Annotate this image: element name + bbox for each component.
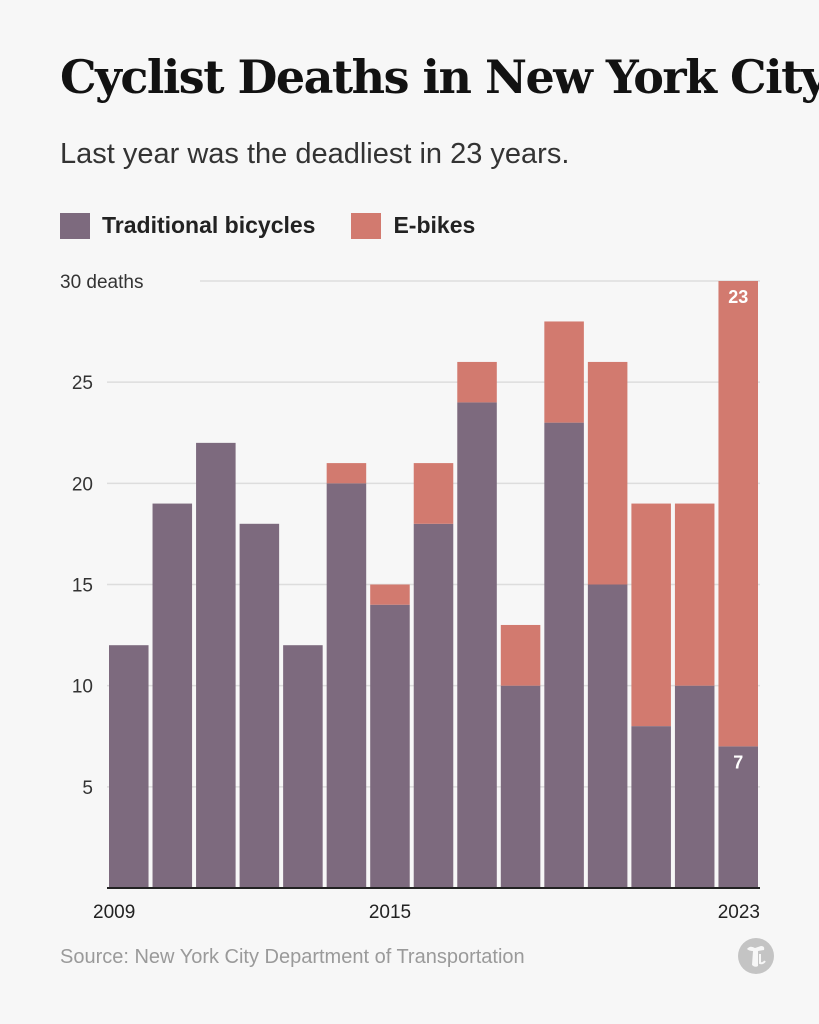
- bar-traditional: [631, 726, 671, 888]
- y-tick-label: 10: [72, 677, 93, 698]
- legend-swatch-ebikes: [351, 212, 382, 239]
- chart-title: Cyclist Deaths in New York City: [60, 50, 819, 104]
- data-label: 23: [728, 287, 748, 307]
- bar-traditional: [544, 422, 584, 888]
- bar-ebikes: [370, 584, 410, 605]
- bar-traditional: [283, 645, 323, 888]
- x-tick-label: 2015: [369, 902, 411, 923]
- bar-traditional: [109, 645, 149, 888]
- legend-label-ebikes: E-bikes: [393, 212, 476, 238]
- bar-ebikes: [326, 463, 367, 484]
- bar-traditional: [413, 523, 454, 888]
- legend-item-traditional: Traditional bicycles: [60, 212, 315, 239]
- legend-swatch-traditional: [60, 212, 90, 239]
- x-tick-label: 2023: [718, 902, 760, 923]
- bar-traditional: [239, 523, 280, 888]
- nyt-t-logo-icon: [738, 938, 774, 974]
- legend-item-ebikes: E-bikes: [351, 212, 475, 239]
- bar-traditional: [718, 746, 758, 888]
- y-tick-label: 20: [72, 474, 93, 495]
- bar-traditional: [196, 442, 236, 888]
- bar-traditional: [587, 584, 628, 888]
- bar-ebikes: [413, 463, 454, 524]
- bar-ebikes: [587, 361, 628, 585]
- bar-ebikes: [544, 321, 584, 423]
- y-tick-label: 15: [72, 576, 93, 597]
- bar-traditional: [152, 503, 193, 888]
- bar-traditional: [674, 685, 715, 888]
- chart-subtitle: Last year was the deadliest in 23 years.: [60, 138, 570, 170]
- bar-ebikes: [500, 624, 541, 686]
- x-tick-label: 2009: [93, 902, 135, 923]
- legend-label-traditional: Traditional bicycles: [102, 212, 316, 238]
- y-tick-label: 5: [82, 778, 93, 799]
- source-note: Source: New York City Department of Tran…: [60, 946, 525, 968]
- bar-traditional: [370, 604, 410, 888]
- bar-traditional: [500, 685, 541, 888]
- bar-ebikes: [631, 503, 671, 727]
- bar-traditional: [326, 483, 367, 888]
- bar-traditional: [457, 402, 497, 888]
- bar-ebikes: [718, 281, 758, 747]
- chart-legend: Traditional bicycles E-bikes: [60, 212, 511, 239]
- y-tick-label: 30 deaths: [60, 272, 143, 293]
- y-tick-label: 25: [72, 373, 93, 394]
- data-label: 7: [733, 752, 743, 772]
- bar-ebikes: [457, 361, 497, 403]
- bar-ebikes: [674, 503, 715, 686]
